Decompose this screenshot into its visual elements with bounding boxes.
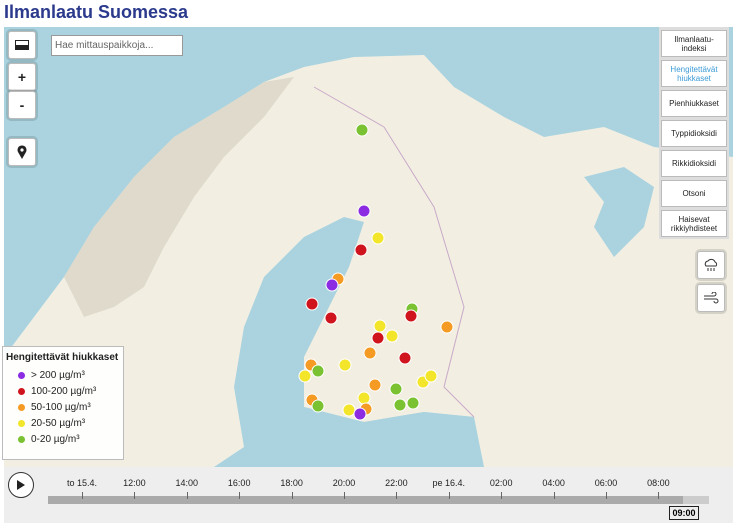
time-tick (344, 492, 345, 499)
legend-swatch (18, 435, 25, 443)
search-input[interactable]: Hae mittauspaikkoja... (51, 35, 183, 56)
legend-label: 100-200 µg/m³ (31, 385, 97, 397)
time-tick (658, 492, 660, 499)
legend-label: 50-100 µg/m³ (31, 401, 91, 413)
time-label: 02:00 (489, 478, 513, 488)
time-tick (134, 492, 136, 499)
icon (704, 292, 719, 304)
time-label: pe 16.4. (432, 478, 466, 488)
legend-item: 100-200 µg/m³ (3, 383, 123, 399)
legend-swatch (18, 403, 25, 411)
current-time: 09:00 (669, 506, 699, 520)
time-tick (396, 492, 398, 499)
legend-title: Hengitettävät hiukkaset (6, 352, 119, 363)
zoom-in[interactable]: + (8, 63, 36, 91)
time-label: 22:00 (385, 478, 408, 488)
locate[interactable] (8, 138, 36, 166)
legend-label: 0-20 µg/m³ (31, 433, 80, 445)
progress (48, 496, 683, 504)
icon (17, 145, 27, 159)
legend-swatch (18, 419, 25, 427)
map (4, 27, 733, 467)
sea (304, 407, 474, 437)
pollutant-button[interactable]: Typpidioksidi (661, 120, 727, 147)
wind-button[interactable] (697, 284, 725, 312)
time-tick (553, 492, 555, 499)
legend: Hengitettävät hiukkaset > 200 µg/m³ 100-20… (2, 346, 124, 460)
time-label: 08:00 (647, 478, 670, 488)
time-tick (186, 492, 188, 499)
legend-item: 0-20 µg/m³ (3, 431, 123, 447)
legend-item: 50-100 µg/m³ (3, 399, 123, 415)
time-label: 12:00 (123, 478, 146, 488)
time-tick (82, 492, 83, 499)
play-button[interactable] (8, 472, 34, 498)
legend-item: 20-50 µg/m³ (3, 415, 123, 431)
time-label: 04:00 (542, 478, 565, 488)
mountains (64, 77, 294, 317)
icon (17, 480, 25, 490)
title: Ilmanlaatu Suomessa (4, 2, 189, 22)
time-label: 18:00 (280, 478, 303, 488)
pollutant-button[interactable]: Ilmanlaatu-indeksi (661, 30, 727, 57)
legend-label: 20-50 µg/m³ (31, 417, 86, 429)
time-tick (239, 492, 241, 499)
time-tick (606, 492, 607, 499)
legend-item: > 200 µg/m³ (3, 367, 123, 383)
layer-toggle[interactable] (8, 31, 36, 59)
legend-swatch (18, 371, 25, 379)
time-label: 16:00 (227, 478, 251, 488)
time-tick (291, 492, 293, 499)
pollutant-button[interactable]: Hengitettävät hiukkaset (661, 60, 727, 87)
weather-button[interactable] (697, 251, 725, 279)
zoom-out[interactable]: - (8, 91, 36, 119)
icon (15, 40, 29, 50)
time-tick (448, 492, 450, 499)
pollutant-button[interactable]: Haisevat rikkiyhdisteet (661, 210, 727, 237)
pollutant-button[interactable]: Rikkidioksidi (661, 150, 727, 177)
pollutant-panel: Ilmanlaatu-indeksi Hengitettävät hiukkase… (659, 27, 729, 239)
border (313, 86, 475, 418)
sea (584, 167, 654, 257)
time-label: 06:00 (594, 478, 618, 488)
time-label: 14:00 (175, 478, 199, 488)
time-label: to 15.4. (66, 478, 98, 488)
time-tick (501, 492, 503, 499)
pollutant-button[interactable]: Pienhiukkaset (661, 90, 727, 117)
icon (704, 258, 718, 271)
timeline: 09:00 to 15.4. 12:00 14:00 16:00 18:00 20:00 2… (4, 467, 733, 523)
pollutant-button[interactable]: Otsoni (661, 180, 727, 207)
time-label: 20:00 (332, 478, 356, 488)
stations (298, 123, 454, 421)
legend-swatch (18, 387, 25, 395)
legend-label: > 200 µg/m³ (31, 369, 85, 381)
